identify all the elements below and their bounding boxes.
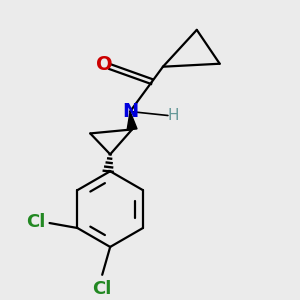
Text: Cl: Cl [26,213,45,231]
Text: N: N [122,102,138,121]
Text: O: O [96,55,112,74]
Polygon shape [127,112,137,130]
Text: H: H [167,108,179,123]
Text: Cl: Cl [92,280,112,298]
